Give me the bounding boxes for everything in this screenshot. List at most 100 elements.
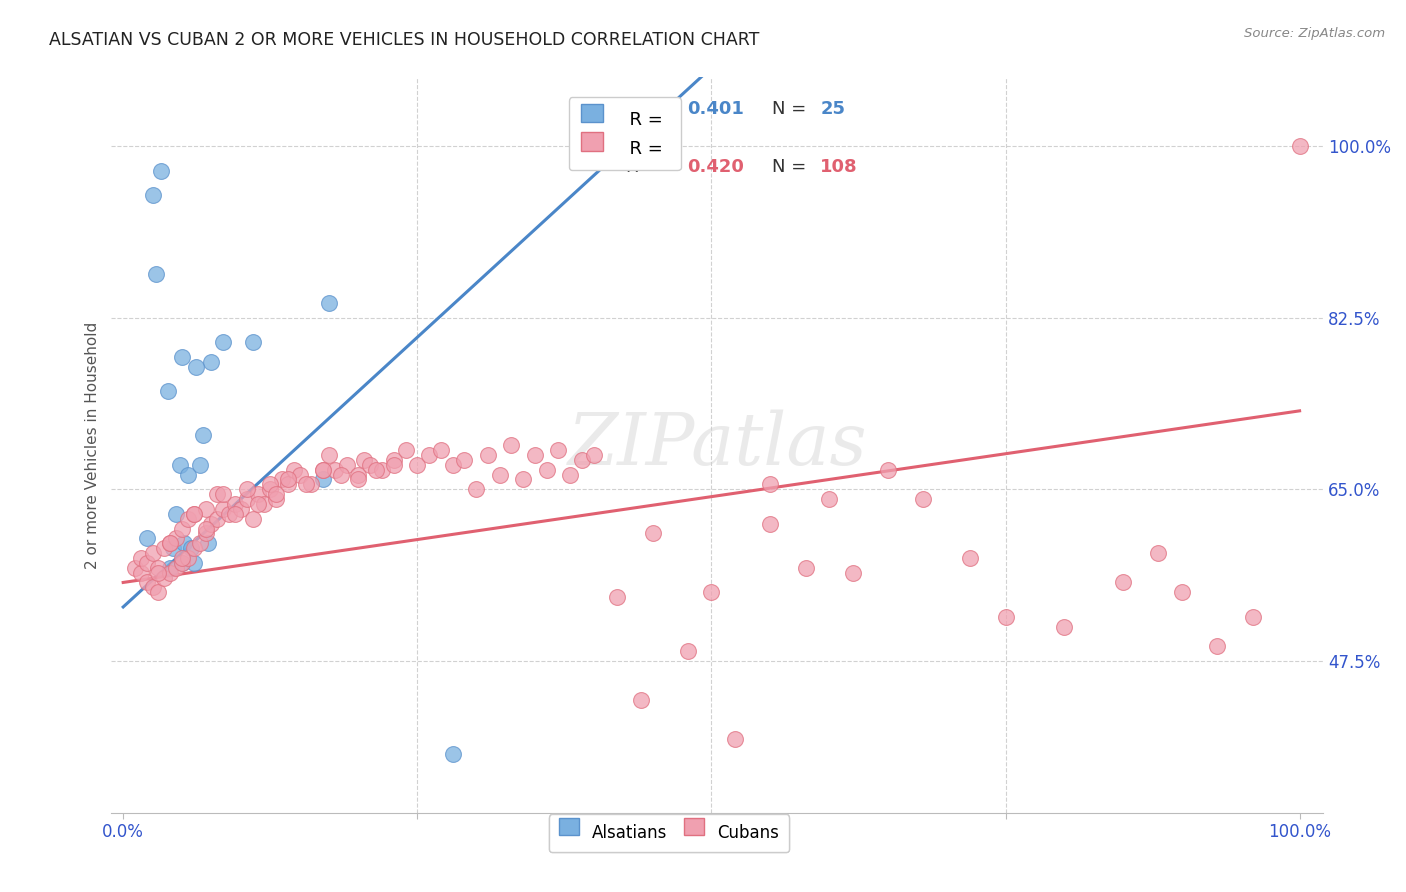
Point — [212, 335, 235, 350]
Point — [253, 497, 276, 511]
Point — [197, 536, 219, 550]
Point — [299, 477, 322, 491]
Point — [366, 463, 388, 477]
Point — [818, 492, 841, 507]
Point — [465, 483, 488, 497]
Point — [229, 502, 252, 516]
Point — [135, 575, 157, 590]
Point — [183, 541, 205, 556]
Point — [188, 536, 211, 550]
Text: R =: R = — [627, 100, 659, 118]
Point — [488, 467, 510, 482]
Point — [406, 458, 429, 472]
Point — [148, 585, 170, 599]
Point — [477, 448, 499, 462]
Point — [264, 492, 287, 507]
Point — [142, 546, 165, 560]
Text: ZIPatlas: ZIPatlas — [568, 410, 868, 481]
Point — [135, 532, 157, 546]
Point — [124, 560, 146, 574]
Point — [759, 516, 782, 531]
Point — [283, 463, 305, 477]
Point — [159, 566, 181, 580]
Point — [359, 458, 381, 472]
Point — [453, 453, 475, 467]
Point — [170, 350, 193, 364]
Text: 0.401: 0.401 — [688, 100, 744, 118]
Point — [1241, 609, 1264, 624]
Point — [148, 560, 170, 574]
Point — [173, 536, 195, 550]
Point — [159, 536, 181, 550]
Text: R =: R = — [627, 159, 659, 177]
Point — [242, 335, 264, 350]
Point — [170, 556, 193, 570]
Point — [1147, 546, 1170, 560]
Point — [759, 477, 782, 491]
Text: N =: N = — [772, 100, 806, 118]
Point — [159, 560, 181, 574]
Point — [242, 512, 264, 526]
Text: Source: ZipAtlas.com: Source: ZipAtlas.com — [1244, 27, 1385, 40]
Y-axis label: 2 or more Vehicles in Household: 2 or more Vehicles in Household — [86, 321, 100, 569]
Point — [177, 550, 200, 565]
Point — [294, 477, 316, 491]
Point — [159, 536, 181, 550]
Point — [184, 359, 207, 374]
Point — [259, 483, 281, 497]
Point — [142, 580, 165, 594]
Point — [264, 487, 287, 501]
Point — [218, 507, 240, 521]
Point — [162, 541, 184, 556]
Point — [153, 541, 176, 556]
Point — [142, 188, 165, 202]
Point — [177, 467, 200, 482]
Point — [347, 473, 370, 487]
Point — [512, 473, 534, 487]
Point — [194, 502, 217, 516]
Point — [149, 163, 172, 178]
Point — [153, 570, 176, 584]
Point — [394, 443, 416, 458]
Point — [277, 477, 299, 491]
Point — [212, 487, 235, 501]
Point — [441, 747, 464, 761]
Point — [329, 467, 352, 482]
Point — [135, 556, 157, 570]
Point — [165, 507, 187, 521]
Point — [129, 550, 152, 565]
Text: ALSATIAN VS CUBAN 2 OR MORE VEHICLES IN HOUSEHOLD CORRELATION CHART: ALSATIAN VS CUBAN 2 OR MORE VEHICLES IN … — [49, 31, 759, 49]
Point — [156, 384, 179, 399]
Point — [170, 522, 193, 536]
Point — [547, 443, 569, 458]
Text: 0.420: 0.420 — [688, 159, 744, 177]
Point — [318, 448, 340, 462]
Point — [183, 507, 205, 521]
Point — [347, 467, 370, 482]
Point — [571, 453, 593, 467]
Point — [183, 507, 205, 521]
Point — [180, 541, 202, 556]
Point — [430, 443, 453, 458]
Point — [606, 590, 628, 604]
Point — [676, 644, 699, 658]
Point — [582, 448, 605, 462]
Point — [169, 458, 191, 472]
Point — [277, 473, 299, 487]
Point — [1206, 639, 1229, 653]
Point — [207, 512, 229, 526]
Point — [560, 467, 582, 482]
Point — [700, 585, 723, 599]
Point — [912, 492, 935, 507]
Point — [235, 483, 257, 497]
Point — [129, 566, 152, 580]
Point — [224, 507, 246, 521]
Point — [193, 428, 215, 442]
Point — [224, 497, 246, 511]
Point — [259, 477, 281, 491]
Point — [724, 732, 747, 747]
Point — [170, 556, 193, 570]
Point — [501, 438, 523, 452]
Point — [145, 267, 167, 281]
Point — [312, 463, 335, 477]
